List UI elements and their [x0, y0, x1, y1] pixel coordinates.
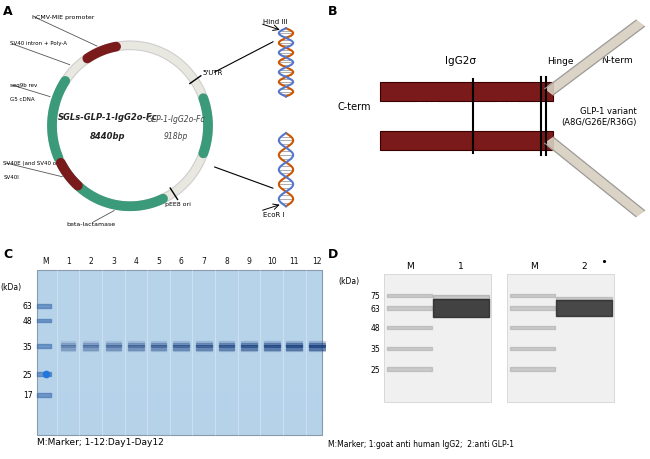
Bar: [38, 292, 322, 297]
Bar: [38, 408, 322, 413]
Bar: [38, 319, 322, 325]
Text: D: D: [328, 247, 339, 260]
Bar: [38, 325, 322, 330]
Text: 8: 8: [224, 256, 229, 265]
Bar: [38, 286, 322, 292]
Text: 63: 63: [23, 302, 32, 311]
Text: N-term: N-term: [601, 56, 633, 65]
Bar: [38, 275, 322, 281]
Text: 35: 35: [23, 342, 32, 351]
Bar: [38, 397, 322, 402]
Text: 25: 25: [370, 365, 380, 374]
Bar: [38, 358, 322, 364]
Bar: [38, 375, 322, 380]
Bar: [38, 303, 322, 308]
Bar: [38, 281, 322, 286]
Bar: [38, 308, 322, 314]
Text: M:Marker; 1-12:Day1-Day12: M:Marker; 1-12:Day1-Day12: [38, 437, 164, 446]
Text: SV40 intron + Poly-A: SV40 intron + Poly-A: [10, 41, 67, 46]
Text: 9: 9: [246, 256, 252, 265]
Text: pEE8 ori: pEE8 ori: [166, 202, 191, 207]
Text: G5 cDNA: G5 cDNA: [10, 97, 34, 102]
Text: 12: 12: [312, 256, 322, 265]
Bar: [38, 402, 322, 408]
Text: 63: 63: [370, 304, 380, 313]
Text: 11: 11: [289, 256, 299, 265]
Bar: [38, 391, 322, 397]
Bar: [380, 83, 552, 102]
Bar: [38, 369, 322, 375]
Text: 1: 1: [66, 256, 70, 265]
Text: C: C: [3, 247, 12, 260]
Text: 2: 2: [581, 262, 587, 270]
Text: 10: 10: [267, 256, 276, 265]
Bar: [384, 274, 491, 402]
Text: SGLs-GLP-1-IgG2o-Fc: SGLs-GLP-1-IgG2o-Fc: [57, 112, 157, 121]
Text: 5: 5: [156, 256, 161, 265]
Bar: [38, 336, 322, 341]
Bar: [38, 424, 322, 430]
Text: SV40I: SV40I: [3, 175, 19, 180]
Text: 6: 6: [179, 256, 183, 265]
Text: beta-lactamase: beta-lactamase: [66, 221, 116, 226]
Text: 48: 48: [370, 324, 380, 332]
Polygon shape: [545, 138, 645, 217]
Bar: [38, 314, 322, 319]
Text: hCMV-MIE promoter: hCMV-MIE promoter: [32, 15, 95, 20]
Bar: [38, 386, 322, 391]
Bar: [38, 353, 322, 358]
Text: EcoR I: EcoR I: [263, 211, 285, 217]
Text: GLP-1-IgG2o-Fc: GLP-1-IgG2o-Fc: [146, 115, 205, 123]
Text: 17: 17: [23, 391, 32, 400]
Text: 4: 4: [133, 256, 138, 265]
Text: 48: 48: [23, 316, 32, 325]
Polygon shape: [545, 21, 644, 95]
Text: CH3: CH3: [414, 102, 439, 112]
Text: seq9b rev: seq9b rev: [10, 83, 37, 88]
Bar: [507, 274, 614, 402]
Bar: [38, 297, 322, 303]
Text: 918bp: 918bp: [163, 132, 188, 141]
Text: B: B: [328, 5, 338, 18]
Text: SV40E (and SV40 ori): SV40E (and SV40 ori): [3, 161, 62, 166]
Text: 7: 7: [202, 256, 206, 265]
Bar: [380, 131, 552, 151]
Bar: [38, 341, 322, 347]
Bar: [38, 413, 322, 419]
Text: 1: 1: [458, 262, 463, 270]
Text: GLP-1 variant
(A8G/G26E/R36G): GLP-1 variant (A8G/G26E/R36G): [562, 107, 637, 126]
Text: 5'UTR: 5'UTR: [202, 70, 222, 76]
Bar: [38, 419, 322, 424]
Text: M: M: [42, 256, 49, 265]
Text: A: A: [3, 5, 13, 18]
Text: 3: 3: [111, 256, 116, 265]
Text: 75: 75: [370, 291, 380, 301]
Text: 25: 25: [23, 370, 32, 379]
Bar: [38, 364, 322, 369]
Text: 35: 35: [370, 344, 380, 353]
Text: M: M: [406, 262, 414, 270]
Bar: [38, 380, 322, 386]
Text: C-term: C-term: [338, 102, 372, 112]
Text: Hinge: Hinge: [547, 57, 573, 66]
Text: (kDa): (kDa): [338, 276, 359, 285]
Bar: [38, 330, 322, 336]
Bar: [38, 430, 322, 435]
Text: M:Marker; 1:goat anti human IgG2;  2:anti GLP-1: M:Marker; 1:goat anti human IgG2; 2:anti…: [328, 439, 514, 448]
Text: M: M: [530, 262, 538, 270]
Text: IgG2σ: IgG2σ: [445, 56, 476, 66]
Text: (kDa): (kDa): [0, 282, 21, 291]
Bar: [38, 347, 322, 353]
Bar: [38, 270, 322, 275]
Text: 2: 2: [88, 256, 93, 265]
Text: CH2: CH2: [495, 102, 519, 112]
Text: 8440bp: 8440bp: [90, 132, 125, 141]
Text: Hind III: Hind III: [263, 19, 287, 25]
Bar: [38, 270, 322, 435]
